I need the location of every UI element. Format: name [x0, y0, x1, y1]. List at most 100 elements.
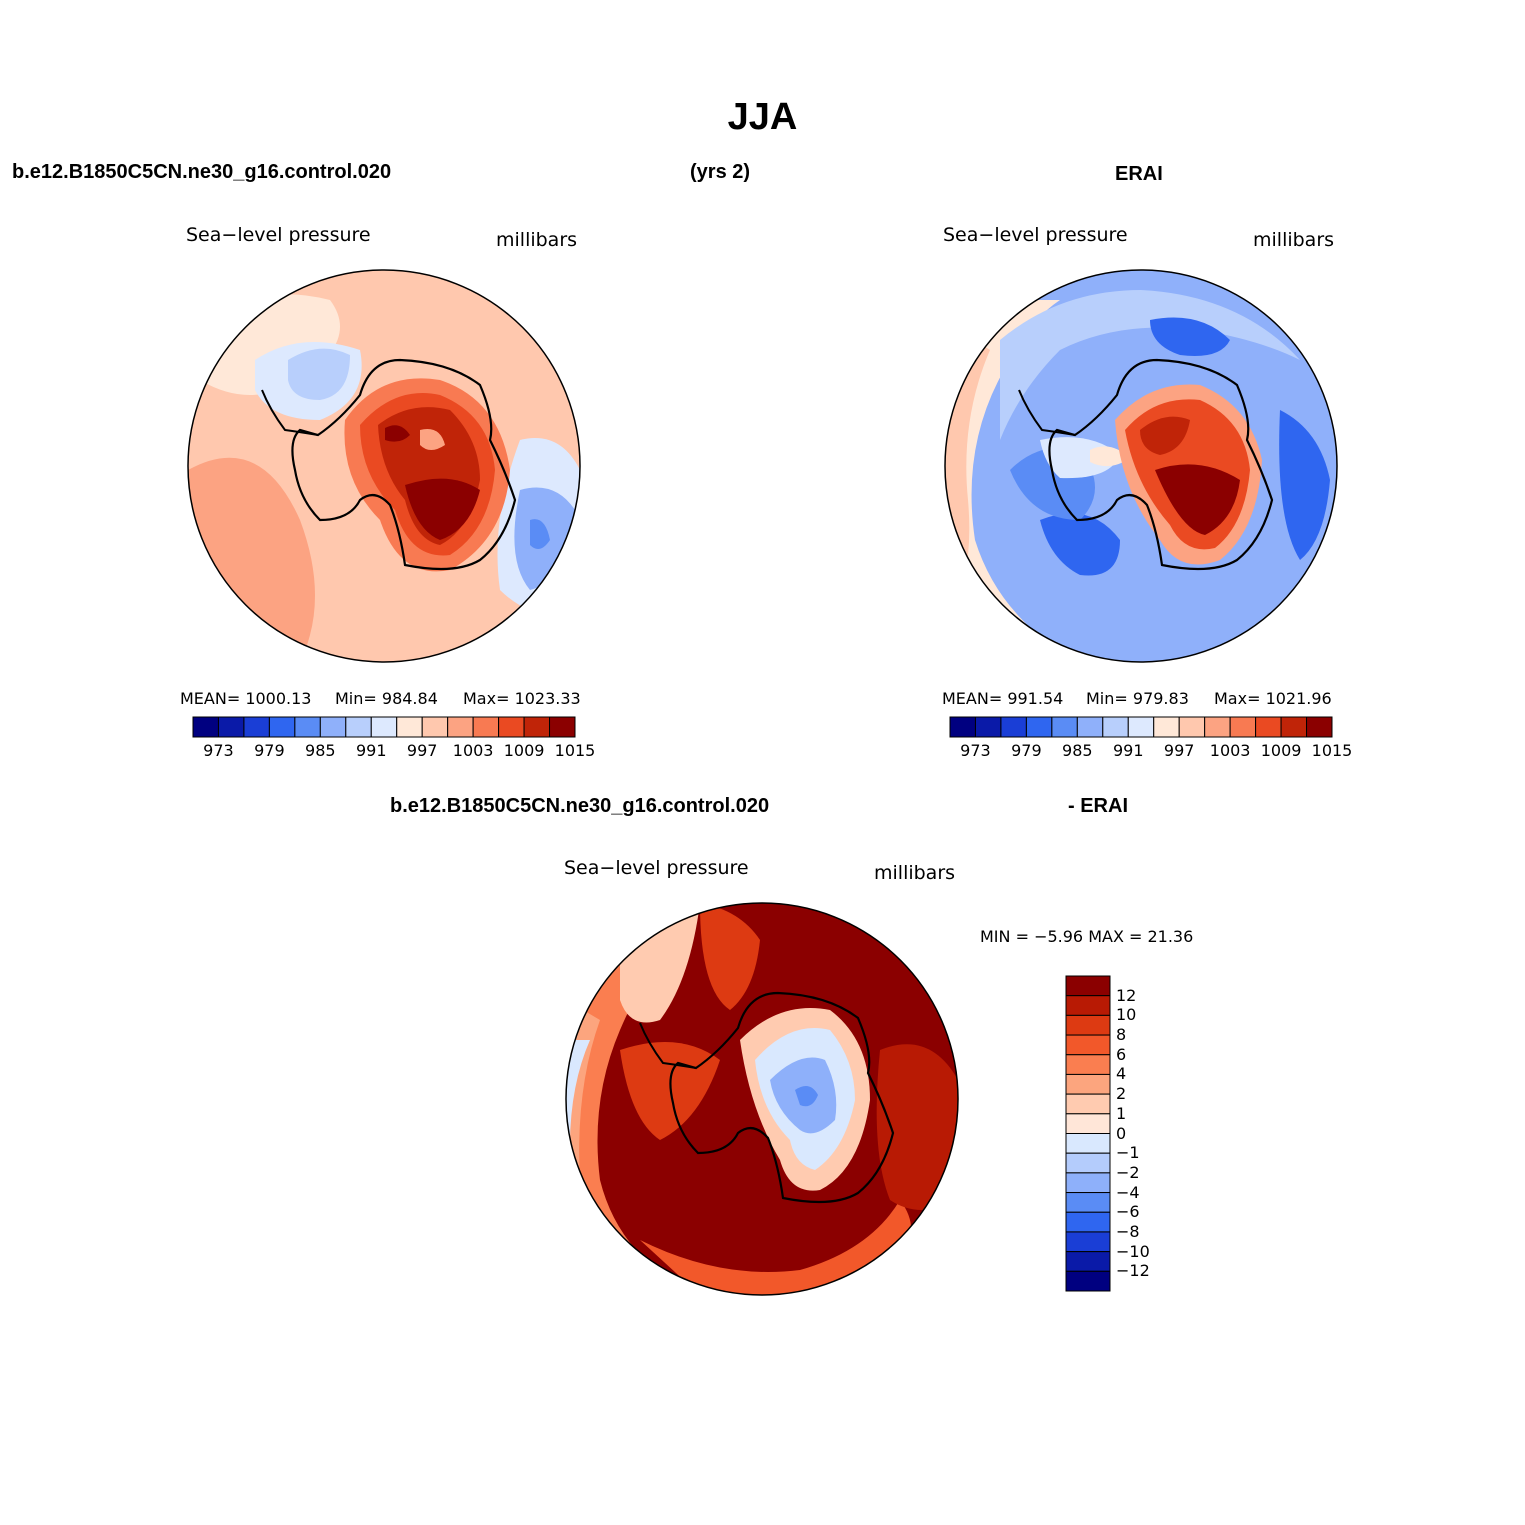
diff-case-header: b.e12.B1850C5CN.ne30_g16.control.020: [390, 795, 770, 817]
colorbar-tick-label: 1: [1116, 1103, 1127, 1123]
colorbar-swatch: [268, 716, 296, 738]
colorbar-tick-label: −4: [1116, 1182, 1140, 1202]
colorbar-swatch: [1065, 1172, 1111, 1194]
colorbar-tick-label: 0: [1116, 1123, 1127, 1143]
colorbar-tick-label: 997: [406, 741, 438, 760]
obs-header: ERAI: [1115, 163, 1163, 185]
panel2-map-border: [944, 269, 1338, 663]
colorbar-swatch: [1065, 1251, 1111, 1272]
colorbar-swatch: [217, 716, 245, 738]
colorbar-tick-label: 1009: [503, 741, 545, 760]
colorbar-swatch: [1051, 716, 1078, 738]
panel2-units-label: millibars: [1253, 229, 1335, 251]
panel2-mean-stat: MEAN= 991.54: [942, 689, 1064, 708]
colorbar-swatch: [1065, 1270, 1111, 1292]
colorbar-tick-label: 991: [1112, 741, 1144, 760]
colorbar-swatch: [1306, 716, 1333, 738]
panel3-units-label: millibars: [874, 862, 956, 884]
colorbar-tick-label: −12: [1116, 1261, 1150, 1281]
colorbar-swatch: [498, 716, 525, 738]
panel1-max-stat: Max= 1023.33: [463, 689, 581, 708]
colorbar-swatch: [949, 716, 976, 738]
colorbar-tick-label: 979: [254, 741, 285, 760]
page-title: JJA: [727, 96, 798, 138]
colorbar-swatch: [1065, 1152, 1111, 1174]
colorbar-swatch: [421, 716, 449, 738]
panel2-map: [945, 270, 1337, 662]
colorbar-swatch: [974, 716, 1002, 738]
colorbar-swatch: [472, 716, 500, 738]
colorbar-swatch: [1025, 716, 1053, 738]
panel3-colorbar: [1065, 975, 1111, 1292]
panel1-map-border: [187, 269, 581, 663]
colorbar-swatch: [1229, 716, 1257, 738]
colorbar-swatch: [1065, 1133, 1111, 1154]
colorbar-tick-label: 1015: [1311, 741, 1353, 760]
colorbar-swatch: [345, 716, 372, 738]
colorbar-swatch: [319, 716, 347, 738]
colorbar-tick-label: 1015: [554, 741, 596, 760]
colorbar-swatch: [1065, 1054, 1111, 1075]
colorbar-tick-label: 973: [203, 741, 234, 760]
panel1-units-label: millibars: [496, 229, 578, 251]
colorbar-swatch: [1102, 716, 1129, 738]
colorbar-tick-label: 979: [1011, 741, 1042, 760]
colorbar-tick-label: 1009: [1260, 741, 1302, 760]
colorbar-tick-label: 991: [355, 741, 387, 760]
colorbar-tick-label: −8: [1116, 1221, 1140, 1241]
colorbar-swatch: [1065, 1211, 1111, 1233]
panel3-minmax-stat: MIN = −5.96 MAX = 21.36: [980, 927, 1194, 946]
colorbar-tick-label: 973: [960, 741, 991, 760]
panel2-colorbar: [949, 716, 1333, 738]
colorbar-tick-label: 4: [1116, 1064, 1127, 1084]
colorbar-swatch: [523, 716, 551, 738]
colorbar-swatch: [1255, 716, 1282, 738]
panel3-map-border: [565, 902, 959, 1296]
colorbar-swatch: [192, 716, 219, 738]
colorbar-tick-label: 12: [1116, 985, 1137, 1005]
colorbar-swatch: [1065, 1113, 1111, 1134]
panel1-min-stat: Min= 984.84: [335, 689, 438, 708]
colorbar-tick-label: −1: [1116, 1143, 1140, 1163]
colorbar-swatch: [1000, 716, 1027, 738]
panel2-variable-label: Sea−level pressure: [943, 224, 1128, 246]
panel2-max-stat: Max= 1021.96: [1214, 689, 1332, 708]
colorbar-swatch: [1065, 1093, 1111, 1115]
colorbar-swatch: [549, 716, 576, 738]
colorbar-tick-label: 6: [1116, 1044, 1127, 1064]
colorbar-tick-label: −10: [1116, 1241, 1150, 1261]
colorbar-tick-label: 985: [1062, 741, 1093, 760]
colorbar-swatch: [1065, 1014, 1111, 1036]
panel2-min-stat: Min= 979.83: [1086, 689, 1189, 708]
panel1-mean-stat: MEAN= 1000.13: [180, 689, 312, 708]
colorbar-swatch: [243, 716, 270, 738]
colorbar-tick-label: −2: [1116, 1162, 1140, 1182]
colorbar-tick-label: −6: [1116, 1202, 1140, 1222]
colorbar-swatch: [1280, 716, 1308, 738]
panel3-variable-label: Sea−level pressure: [564, 857, 749, 879]
colorbar-tick-label: 1003: [452, 741, 494, 760]
colorbar-tick-label: 1003: [1209, 741, 1251, 760]
panel1-variable-label: Sea−level pressure: [186, 224, 371, 246]
panel1-colorbar: [192, 716, 576, 738]
colorbar-swatch: [370, 716, 398, 738]
colorbar-swatch: [294, 716, 321, 738]
colorbar-tick-label: 10: [1116, 1005, 1137, 1025]
colorbar-tick-label: 997: [1163, 741, 1195, 760]
panel1-map: [188, 270, 580, 662]
colorbar-swatch: [447, 716, 474, 738]
colorbar-tick-label: 8: [1116, 1025, 1127, 1045]
colorbar-swatch: [1065, 1231, 1111, 1253]
colorbar-swatch: [396, 716, 423, 738]
panel3-map: [566, 903, 958, 1295]
diff-obs-header: - ERAI: [1068, 795, 1128, 817]
colorbar-swatch: [1178, 716, 1206, 738]
colorbar-tick-label: 2: [1116, 1084, 1127, 1104]
colorbar-tick-label: 985: [305, 741, 336, 760]
colorbar-swatch: [1076, 716, 1104, 738]
colorbar-swatch: [1153, 716, 1180, 738]
colorbar-swatch: [1065, 1034, 1111, 1056]
case-name-header: b.e12.B1850C5CN.ne30_g16.control.020: [12, 161, 392, 183]
colorbar-swatch: [1065, 995, 1111, 1016]
